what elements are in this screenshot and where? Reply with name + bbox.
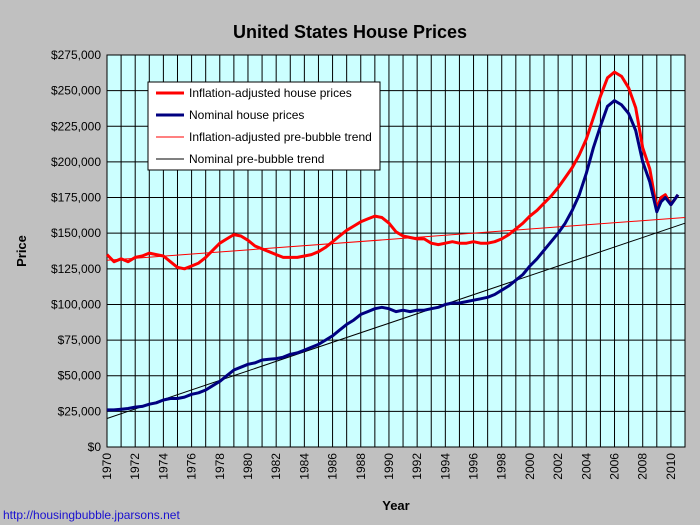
footer-link[interactable]: http://housingbubble.jparsons.net (3, 508, 180, 522)
y-tick-label: $225,000 (51, 119, 101, 133)
y-tick-label: $275,000 (51, 48, 101, 62)
y-tick-label: $25,000 (58, 404, 102, 418)
y-tick-label: $50,000 (58, 369, 102, 383)
x-tick-label: 2004 (579, 453, 593, 480)
x-tick-label: 1984 (297, 453, 311, 480)
x-tick-label: 1986 (326, 453, 340, 480)
x-tick-label: 1990 (382, 453, 396, 480)
legend: Inflation-adjusted house prices Nominal h… (147, 81, 381, 171)
legend-box (147, 81, 381, 171)
y-tick-label: $125,000 (51, 262, 101, 276)
y-tick-labels: $0 $25,000 $50,000 $75,000 $100,000 $125,000 $… (51, 48, 101, 454)
x-tick-label: 1970 (100, 453, 114, 480)
y-tick-label: $150,000 (51, 226, 101, 240)
series-layer (105, 70, 686, 419)
x-tick-label: 1996 (467, 453, 481, 480)
x-tick-label: 1994 (438, 453, 452, 480)
x-tick-label: 1978 (213, 453, 227, 480)
x-tick-label: 1998 (495, 453, 509, 480)
x-tick-label: 1972 (128, 453, 142, 480)
x-tick-label: 1974 (156, 453, 170, 480)
y-axis-title: Price (14, 235, 29, 267)
series-line-3 (106, 217, 686, 261)
series-line-1 (105, 70, 680, 271)
x-tick-label: 1982 (269, 453, 283, 480)
x-tick-label: 2006 (608, 453, 622, 480)
x-tick-label: 2008 (636, 453, 650, 480)
legend-items: Inflation-adjusted house prices Nominal h… (156, 86, 372, 166)
legend-label-2: Nominal house prices (189, 108, 304, 122)
x-tick-label: 1980 (241, 453, 255, 480)
y-tick-label: $75,000 (58, 333, 102, 347)
x-tick-label: 2000 (523, 453, 537, 480)
x-tick-labels: 1970 1972 1974 1976 1978 1980 1982 1984 1986 1988… (100, 453, 678, 480)
y-tick-label: $100,000 (51, 297, 101, 311)
x-axis-title: Year (382, 498, 409, 513)
legend-label-1: Inflation-adjusted house prices (189, 86, 352, 100)
y-tick-label: $250,000 (51, 84, 101, 98)
y-tick-label: $175,000 (51, 191, 101, 205)
x-tick-label: 1988 (354, 453, 368, 480)
series-line-2 (107, 99, 680, 412)
x-tick-label: 2002 (551, 453, 565, 480)
x-tick-label: 2010 (664, 453, 678, 480)
chart-title: United States House Prices (233, 22, 467, 42)
x-tick-label: 1976 (185, 453, 199, 480)
legend-label-3: Inflation-adjusted pre-bubble trend (189, 130, 372, 144)
series-line-4 (106, 222, 686, 419)
y-tick-label: $0 (88, 440, 102, 454)
y-tick-label: $200,000 (51, 155, 101, 169)
legend-label-4: Nominal pre-bubble trend (189, 152, 324, 166)
x-tick-label: 1992 (410, 453, 424, 480)
